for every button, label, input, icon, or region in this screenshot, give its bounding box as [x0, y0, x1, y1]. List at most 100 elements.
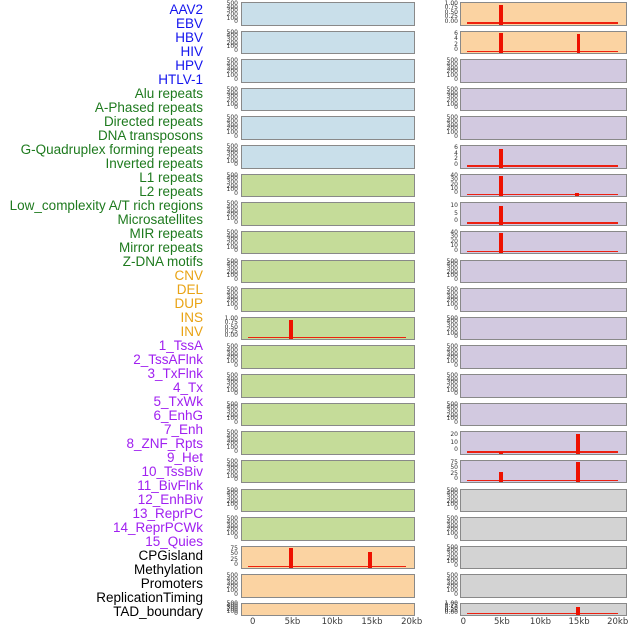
y-axis-tick-label: 40 — [450, 171, 458, 179]
y-axis-ticks: 500 400 300 200 100 0 — [410, 286, 458, 312]
y-axis-tick-label: 0 — [454, 390, 458, 398]
y-axis-tick-label: 0 — [234, 419, 238, 427]
track-panel — [460, 603, 627, 617]
y-axis-tick-label: 300 — [446, 64, 458, 72]
y-axis-tick-label: 200 — [226, 11, 238, 19]
y-axis-tick-label: 0 — [454, 533, 458, 541]
track-panel — [460, 402, 627, 427]
y-axis-tick-label: 500 — [226, 515, 238, 523]
y-axis-tick-label: 0.50 — [444, 8, 458, 16]
y-axis-tick-label: 300 — [226, 264, 238, 272]
y-axis-tick-label: 400 — [226, 289, 238, 297]
y-axis-tick-label: 400 — [446, 347, 458, 355]
y-axis-tick-label: 500 — [226, 286, 238, 294]
signal-spike — [499, 452, 503, 454]
y-axis-tick-label: 200 — [446, 325, 458, 333]
y-axis-tick-label: 200 — [446, 554, 458, 562]
track-label: Microsatellites — [117, 212, 203, 227]
y-axis-tick-label: 400 — [226, 490, 238, 498]
y-axis-tick-label: 100 — [446, 358, 458, 366]
y-axis-tick-label: 300 — [446, 579, 458, 587]
y-axis-tick-label: 300 — [446, 551, 458, 559]
y-axis-tick-label: 100 — [226, 607, 238, 615]
y-axis-ticks: 500 400 300 200 100 0 — [190, 58, 238, 83]
y-axis-tick-label: 400 — [226, 118, 238, 126]
y-axis-tick-label: 100 — [226, 43, 238, 51]
track-panel — [240, 431, 415, 455]
y-axis-tick-label: 0 — [454, 562, 458, 570]
track-label: 1_TssA — [158, 338, 203, 353]
y-axis-tick-label: 400 — [446, 375, 458, 383]
y-axis-tick-label: 200 — [226, 68, 238, 76]
y-axis-tick-label: 6 — [454, 144, 458, 152]
track-label: 8_ZNF_Rpts — [126, 436, 203, 451]
track-panel — [460, 145, 627, 169]
y-axis-ticks: 500 400 300 200 100 0 — [190, 230, 238, 255]
y-axis-tick-label: 10 — [450, 242, 458, 250]
x-axis-tick-label: 10kb — [321, 617, 343, 627]
y-axis-ticks: 500 400 300 200 100 0 — [190, 573, 238, 598]
y-axis-ticks: 40 30 20 10 0 — [410, 229, 458, 255]
y-axis-tick-label: 100 — [226, 272, 238, 280]
track-label: 6_EnhG — [153, 408, 203, 423]
track-label: 15_Quies — [145, 534, 203, 549]
y-axis-tick-label: 100 — [226, 472, 238, 480]
y-axis-tick-label: 300 — [226, 207, 238, 215]
y-axis-tick-label: 5 — [454, 209, 458, 217]
y-axis-tick-label: 200 — [446, 354, 458, 362]
y-axis-tick-label: 500 — [226, 171, 238, 179]
y-axis-tick-label: 500 — [446, 286, 458, 294]
y-axis-ticks: 1.00 0.75 0.50 0.25 0.00 — [410, 600, 458, 616]
track-panel — [460, 230, 627, 255]
y-axis-tick-label: 1.00 — [224, 314, 238, 322]
track-panel — [460, 345, 627, 369]
y-axis-tick-label: 100 — [226, 386, 238, 394]
y-axis-tick-label: 0 — [454, 132, 458, 140]
y-axis-ticks: 10 5 0 — [410, 202, 458, 226]
track-panel — [240, 2, 415, 26]
y-axis-tick-label: 100 — [446, 415, 458, 423]
y-axis-tick-label: 200 — [226, 605, 238, 613]
y-axis-tick-label: 500 — [446, 515, 458, 523]
track-label: HIV — [180, 44, 203, 59]
y-axis-tick-label: 0 — [454, 160, 458, 168]
y-axis-tick-label: 400 — [226, 375, 238, 383]
track-label: INV — [180, 324, 203, 339]
track-label: 12_EnhBiv — [137, 492, 203, 507]
x-axis-tick-label: 20kb — [607, 617, 629, 627]
y-axis-tick-label: 500 — [446, 372, 458, 380]
y-axis-tick-label: 0.50 — [444, 604, 458, 612]
y-axis-tick-label: 200 — [226, 211, 238, 219]
y-axis-tick-label: 200 — [226, 154, 238, 162]
y-axis-ticks: 1.00 0.75 0.50 0.25 0.00 — [410, 0, 458, 26]
y-axis-ticks: 500 400 300 200 100 0 — [190, 87, 238, 112]
y-axis-tick-label: 400 — [446, 89, 458, 97]
y-axis-tick-label: 400 — [226, 261, 238, 269]
y-axis-ticks: 500 400 300 200 100 0 — [410, 344, 458, 369]
y-axis-ticks: 1.00 0.75 0.50 0.25 0.00 — [190, 314, 238, 341]
y-axis-ticks: 500 400 300 200 100 0 — [410, 58, 458, 83]
y-axis-tick-label: 400 — [226, 32, 238, 40]
signal-baseline — [467, 222, 618, 224]
y-axis-tick-label: 500 — [226, 486, 238, 494]
y-axis-ticks: 500 400 300 200 100 0 — [410, 573, 458, 598]
y-axis-tick-label: 200 — [226, 583, 238, 591]
track-label: 9_Het — [166, 450, 203, 465]
y-axis-tick-label: 200 — [226, 239, 238, 247]
x-axis-tick-label: 15kb — [568, 617, 590, 627]
signal-spike — [575, 192, 579, 197]
x-axis-tick-label: 0 — [249, 617, 256, 627]
y-axis-tick-label: 300 — [226, 64, 238, 72]
y-axis-tick-label: 500 — [226, 257, 238, 265]
track-panel — [240, 145, 415, 169]
y-axis-tick-label: 200 — [446, 526, 458, 534]
track-label: ReplicationTiming — [96, 590, 203, 605]
y-axis-ticks: 75 50 25 0 — [190, 546, 238, 570]
y-axis-tick-label: 75 — [450, 458, 458, 466]
y-axis-ticks: 500 400 300 200 100 0 — [410, 515, 458, 541]
x-axis-tick-label: 5kb — [494, 617, 510, 627]
y-axis-tick-label: 400 — [226, 576, 238, 584]
y-axis-tick-label: 300 — [226, 150, 238, 158]
track-panel — [240, 402, 415, 427]
